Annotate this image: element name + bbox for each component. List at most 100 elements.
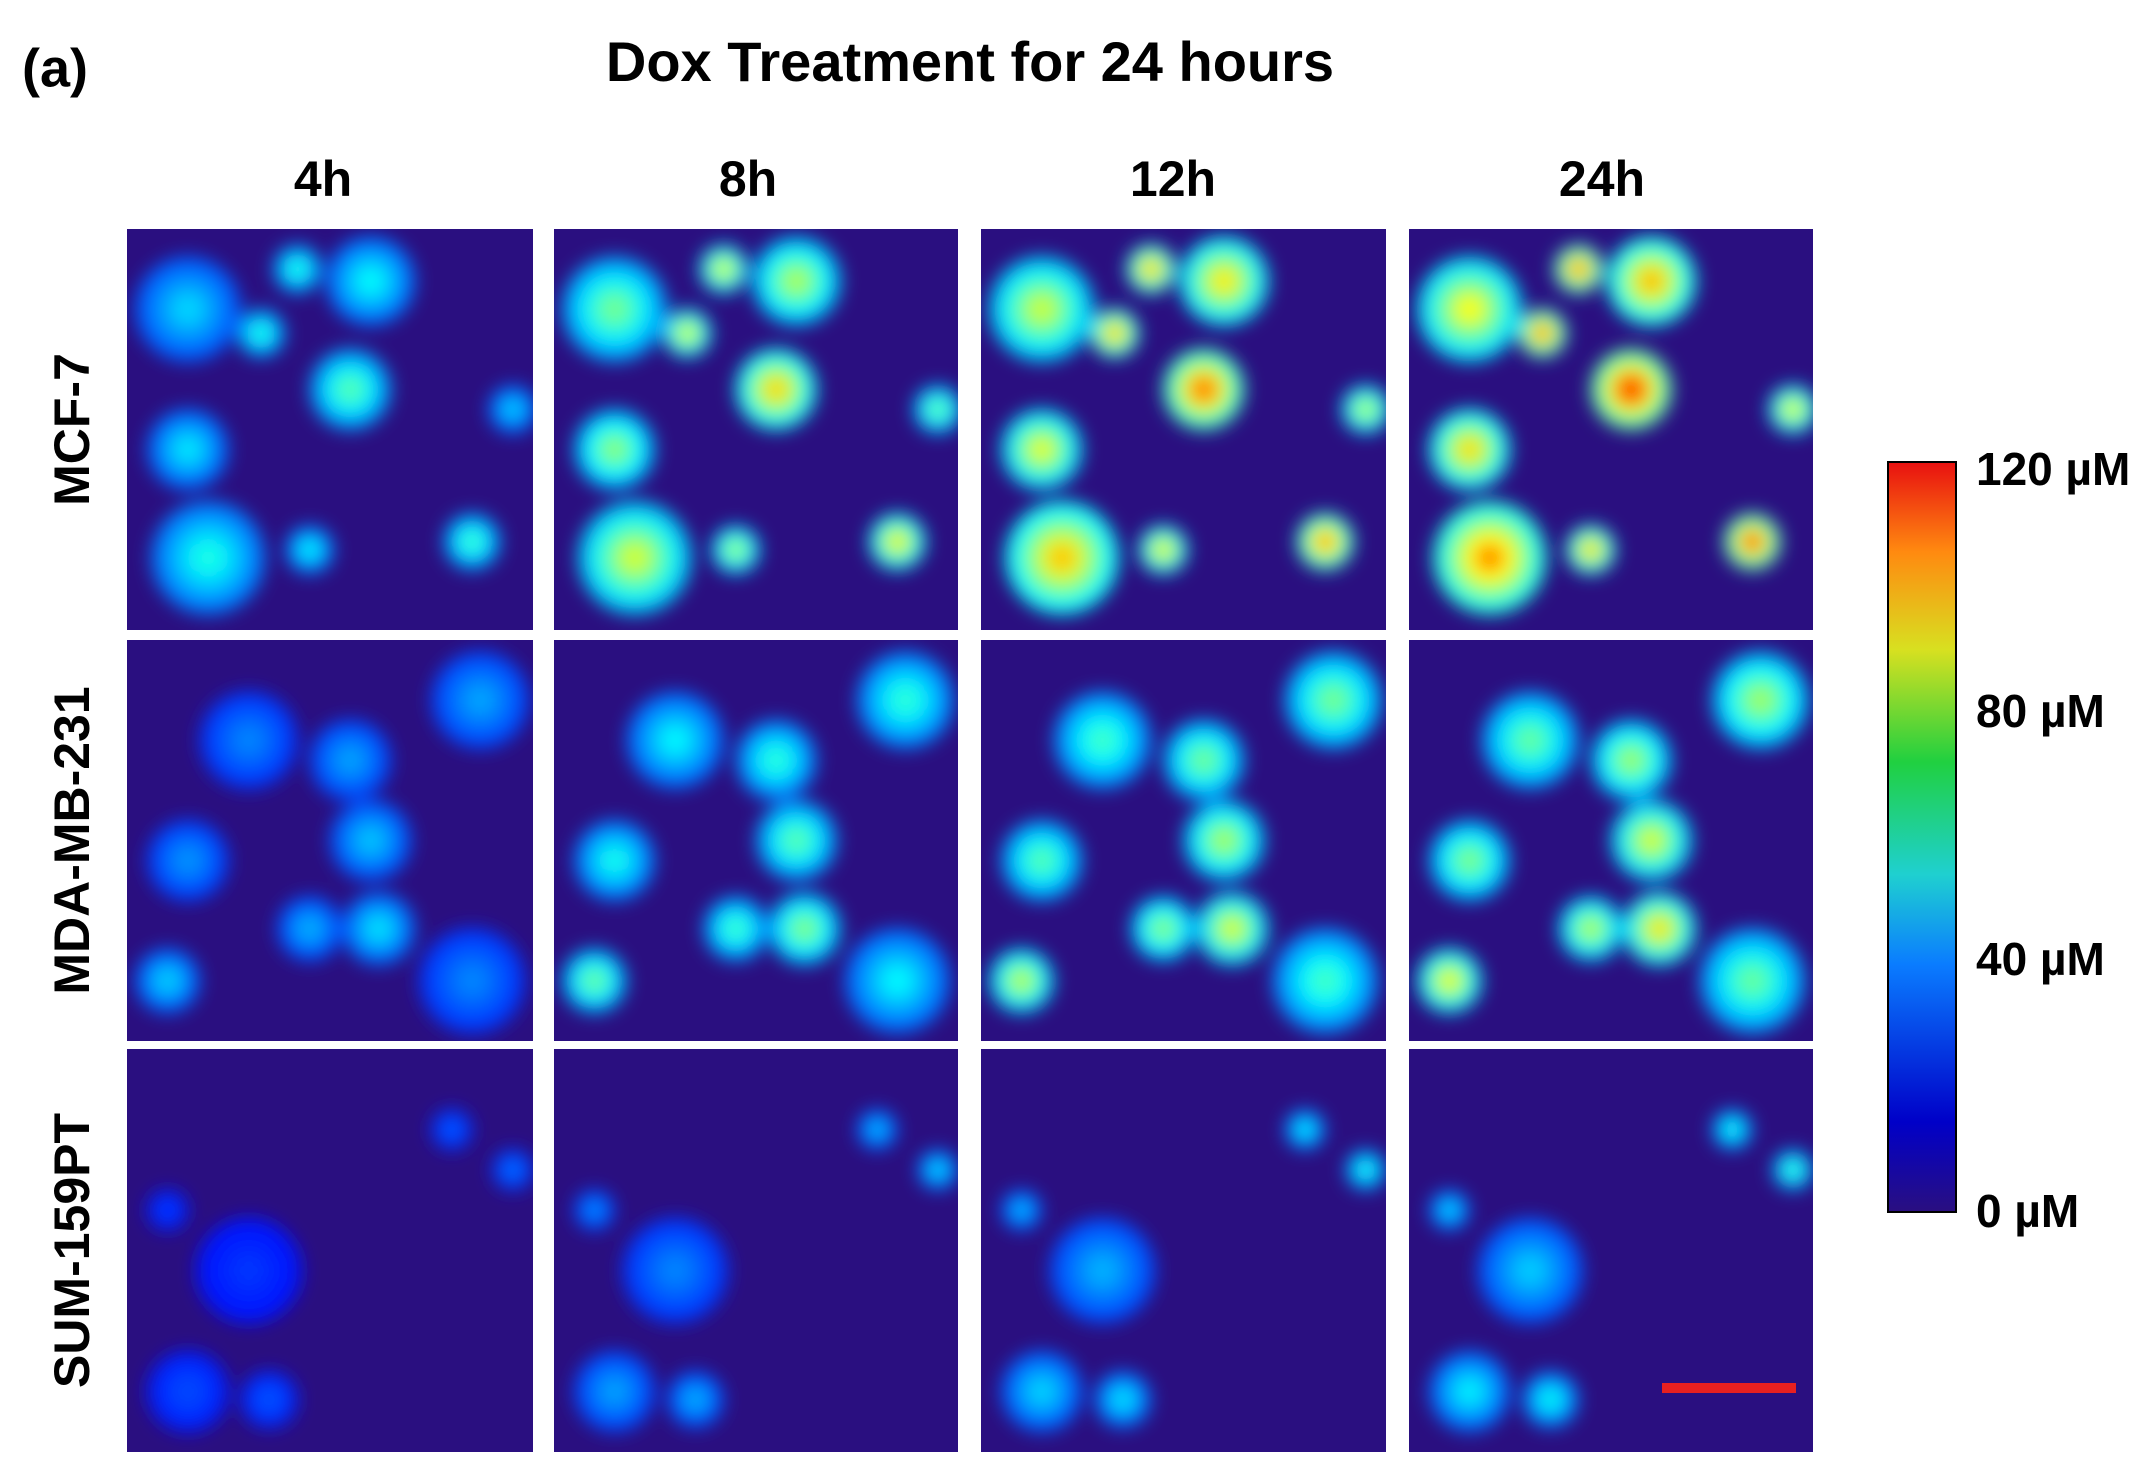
- cell: [1459, 1381, 1481, 1403]
- cell: [446, 1124, 458, 1135]
- cell: [1031, 850, 1053, 872]
- micrograph: [1409, 640, 1813, 1041]
- cell: [1584, 543, 1598, 557]
- cell: [1516, 1256, 1544, 1285]
- cell: [339, 378, 361, 400]
- column-header: 8h: [719, 151, 777, 207]
- colorbar: [1887, 461, 1957, 1213]
- cell: [235, 1256, 263, 1285]
- cell: [177, 438, 199, 461]
- cell: [1475, 543, 1505, 573]
- cells: [135, 651, 529, 1034]
- cell: [1154, 920, 1172, 938]
- cell: [1299, 1124, 1311, 1135]
- cell: [1459, 850, 1481, 872]
- cells: [147, 1109, 533, 1433]
- cells: [989, 651, 1382, 1034]
- cell: [1726, 1124, 1738, 1135]
- column-header: 12h: [1130, 151, 1216, 207]
- cell: [301, 920, 319, 938]
- cell: [585, 972, 603, 990]
- micrograph: [981, 229, 1386, 630]
- cell: [1088, 1256, 1117, 1285]
- cell: [1747, 687, 1774, 713]
- cell: [1455, 295, 1484, 323]
- cell: [1317, 534, 1333, 550]
- cell: [1016, 1204, 1027, 1216]
- image-grid: [127, 229, 1813, 1452]
- cell: [369, 919, 389, 939]
- micrograph: [127, 229, 533, 630]
- cell: [1213, 829, 1235, 852]
- cell: [604, 1381, 626, 1403]
- cell: [464, 534, 480, 550]
- row-label: MDA-MB-231: [44, 686, 100, 994]
- cell: [1650, 919, 1669, 939]
- cell: [303, 543, 317, 557]
- cell: [1582, 920, 1600, 938]
- cell: [1738, 967, 1767, 995]
- cell: [339, 749, 361, 771]
- cells: [1429, 1109, 1813, 1432]
- cells: [562, 236, 958, 615]
- row-label: SUM-159PT: [44, 1113, 100, 1388]
- cells: [1417, 236, 1813, 615]
- cell: [717, 262, 730, 276]
- cell: [1572, 262, 1585, 276]
- micrograph: [1409, 1049, 1813, 1452]
- cell: [254, 326, 268, 340]
- cell: [1440, 972, 1458, 990]
- cells: [135, 236, 533, 615]
- cell: [1144, 262, 1158, 276]
- cell: [795, 919, 814, 939]
- cell: [871, 1124, 883, 1135]
- cell: [1115, 1392, 1131, 1407]
- row-label: MCF-7: [44, 353, 100, 506]
- cell: [467, 687, 493, 713]
- cell: [1013, 972, 1030, 990]
- colorbar-label: 120 µM: [1976, 443, 2130, 495]
- cell: [358, 269, 383, 293]
- cell: [1543, 1392, 1558, 1407]
- cell: [931, 403, 945, 416]
- cell: [360, 829, 382, 852]
- cell: [604, 439, 626, 461]
- cell: [661, 1256, 689, 1285]
- cell: [458, 967, 486, 995]
- cell: [1517, 727, 1543, 753]
- cell: [662, 727, 688, 753]
- cell: [1360, 1164, 1372, 1176]
- column-header: 4h: [294, 151, 352, 207]
- cell: [177, 849, 199, 872]
- micrograph: [127, 640, 533, 1041]
- cell: [604, 850, 626, 872]
- micrograph: [1409, 229, 1813, 630]
- column-header: 24h: [1559, 151, 1645, 207]
- cell: [1089, 727, 1116, 753]
- cell: [765, 749, 787, 771]
- colorbar-label: 80 µM: [1976, 685, 2105, 737]
- micrograph: [554, 1049, 958, 1452]
- cell: [1320, 687, 1346, 713]
- cell: [1156, 543, 1170, 557]
- cell: [727, 920, 745, 938]
- cell: [785, 829, 807, 852]
- figure-title: Dox Treatment for 24 hours: [606, 30, 1334, 93]
- cell: [291, 262, 304, 276]
- cell: [174, 295, 202, 323]
- cell: [193, 543, 223, 573]
- cell: [1787, 1164, 1799, 1176]
- cell: [1031, 439, 1053, 461]
- cell: [688, 1392, 703, 1407]
- cell: [162, 1204, 173, 1216]
- cell: [507, 1164, 518, 1176]
- cell: [1359, 403, 1373, 416]
- micrograph: [127, 1049, 533, 1452]
- cell: [1745, 534, 1760, 550]
- micrograph: [554, 640, 958, 1041]
- cell: [506, 403, 520, 416]
- cell: [1620, 378, 1642, 400]
- cells: [1001, 1109, 1386, 1433]
- cell: [589, 1204, 600, 1216]
- cell: [681, 326, 694, 340]
